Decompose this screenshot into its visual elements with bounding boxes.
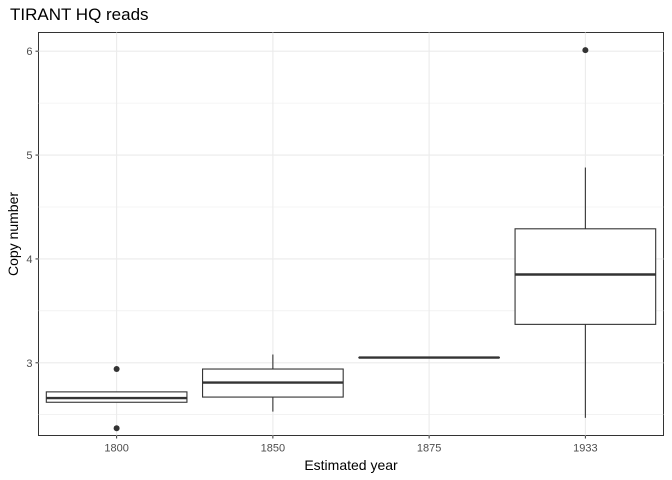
x-tick-label: 1933 — [573, 443, 597, 455]
x-axis-title: Estimated year — [304, 457, 398, 473]
outlier-point — [113, 425, 120, 432]
outlier-point — [113, 366, 120, 373]
box-1800 — [45, 366, 188, 432]
x-tick-label: 1850 — [261, 443, 285, 455]
chart-title: TIRANT HQ reads — [10, 5, 149, 24]
y-tick-label: 5 — [26, 150, 32, 162]
x-tick-label: 1875 — [417, 443, 441, 455]
outlier-point — [582, 47, 589, 54]
box-1933 — [514, 47, 657, 418]
x-tick-label: 1800 — [104, 443, 128, 455]
y-axis-title: Copy number — [5, 192, 21, 276]
y-tick-label: 6 — [26, 46, 32, 58]
y-tick-label: 3 — [26, 358, 32, 370]
boxes-layer — [45, 47, 657, 432]
box-1850 — [202, 354, 344, 412]
y-tick-label: 4 — [26, 254, 32, 266]
y-axis: 3 4 5 6 — [26, 46, 39, 370]
box-iqr — [514, 228, 657, 325]
x-axis: 1800 1850 1875 1933 — [104, 435, 598, 455]
